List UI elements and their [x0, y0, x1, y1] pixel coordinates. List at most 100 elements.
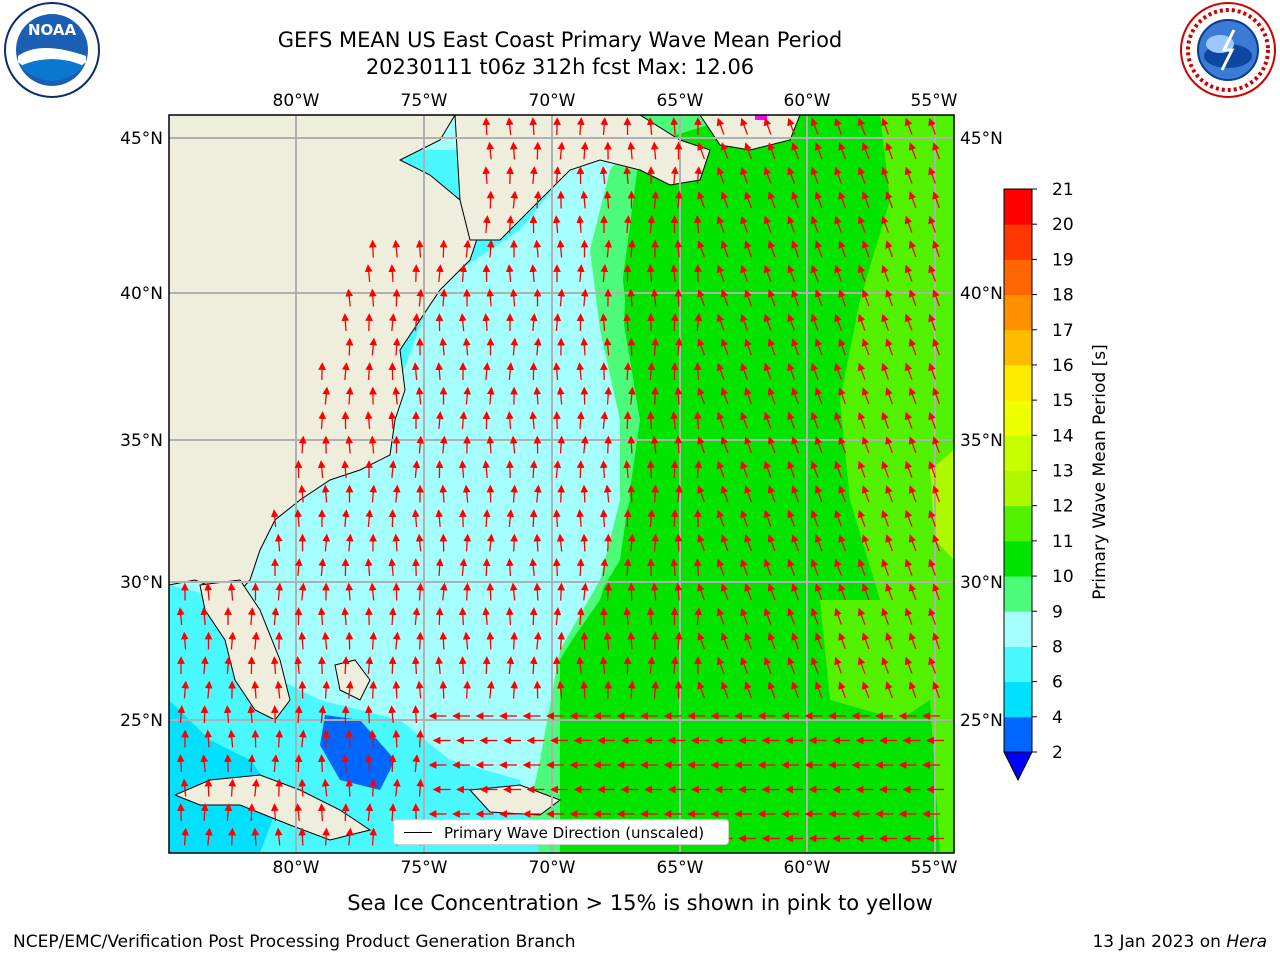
colorbar-tick-label: 19	[1052, 250, 1074, 270]
wave-arrow	[463, 680, 472, 699]
wave-arrow	[787, 656, 796, 674]
wave-arrow	[834, 362, 843, 380]
wave-arrow	[486, 533, 495, 552]
wave-arrow	[904, 411, 913, 429]
colorbar-segment	[1004, 294, 1032, 331]
wave-arrow	[787, 215, 796, 233]
wave-arrow	[763, 313, 772, 331]
colorbar-tick-label: 16	[1052, 356, 1074, 376]
wave-arrow	[720, 338, 729, 356]
wave-arrow	[740, 460, 749, 478]
wave-arrow	[744, 240, 753, 258]
wave-arrow	[857, 117, 866, 135]
wave-arrow	[928, 607, 937, 625]
wave-arrow	[814, 632, 823, 650]
wave-arrow	[740, 264, 749, 282]
wave-arrow	[369, 337, 378, 356]
wave-arrow	[364, 754, 373, 773]
lon-label-bottom-75w: 75°W	[401, 858, 448, 878]
wave-arrow	[697, 240, 706, 258]
wave-arrow	[791, 338, 800, 356]
wave-arrow	[787, 264, 796, 282]
wave-arrow	[787, 411, 796, 429]
wave-arrow	[294, 509, 303, 528]
wave-arrow	[505, 411, 514, 430]
footer-credit: NCEP/EMC/Verification Post Processing Pr…	[13, 932, 576, 952]
wave-arrow	[857, 558, 866, 576]
colorbar-segment	[1004, 681, 1032, 718]
wave-arrow	[415, 680, 424, 699]
wave-arrow	[247, 803, 256, 822]
wave-arrow	[176, 754, 185, 773]
wave-arrow	[509, 435, 518, 454]
wave-arrow	[763, 166, 772, 184]
sea-ice-patch	[755, 115, 767, 120]
wave-arrow	[646, 117, 655, 136]
wave-arrow	[623, 411, 632, 430]
wave-arrow	[623, 509, 632, 528]
wave-arrow	[744, 142, 753, 160]
wave-arrow	[322, 386, 331, 405]
wave-arrow	[275, 582, 284, 601]
wave-arrow	[459, 264, 468, 283]
wave-arrow	[627, 435, 636, 454]
land-new-england	[454, 115, 711, 241]
wave-arrow	[510, 484, 519, 503]
wave-arrow	[341, 754, 350, 773]
wave-arrow	[908, 632, 917, 650]
wave-arrow	[341, 656, 350, 675]
wave-arrow	[204, 827, 213, 846]
colorbar-tick-label: 17	[1052, 321, 1074, 341]
wave-arrow	[204, 680, 213, 699]
wave-arrow	[439, 435, 448, 454]
wave-arrow	[716, 313, 725, 331]
wave-arrow	[486, 386, 495, 405]
lon-label-bottom-70w: 70°W	[529, 858, 576, 878]
wave-arrow	[322, 827, 331, 846]
colorbar-segment	[1004, 505, 1032, 542]
colorbar-tick-label: 10	[1052, 567, 1074, 587]
wave-arrow	[693, 215, 702, 234]
wave-arrow	[181, 680, 190, 699]
wave-arrow	[439, 631, 448, 650]
wave-arrow	[650, 141, 659, 160]
wave-arrow	[529, 460, 538, 479]
wave-arrow	[720, 240, 729, 258]
wave-arrow	[881, 313, 890, 331]
wave-arrow	[345, 582, 354, 601]
wave-arrow	[651, 680, 660, 699]
wave-arrow	[368, 729, 377, 748]
wave-arrow	[486, 582, 495, 601]
wave-arrow	[767, 485, 776, 503]
wave-arrow	[720, 142, 729, 160]
wave-arrow	[552, 558, 561, 577]
wave-arrow	[341, 362, 350, 381]
wave-arrow	[885, 436, 894, 454]
wave-arrow	[932, 240, 941, 258]
wave-arrow	[533, 484, 542, 503]
wave-arrow	[533, 337, 542, 356]
colorbar-segment	[1004, 259, 1032, 296]
wave-arrow	[763, 362, 772, 380]
arrow-legend: Primary Wave Direction (unscaled)	[393, 819, 729, 845]
colorbar-tick-label: 4	[1052, 708, 1063, 728]
wave-arrow	[580, 680, 589, 699]
wave-arrow	[744, 632, 753, 650]
wave-arrow	[693, 558, 702, 577]
wave-arrow	[763, 509, 772, 527]
wave-arrow	[275, 729, 284, 748]
wave-arrow	[928, 656, 937, 674]
sea-ice-note: Sea Ice Concentration > 15% is shown in …	[347, 891, 933, 915]
wave-arrow	[533, 631, 542, 650]
wave-arrow	[834, 264, 843, 282]
wave-arrow	[411, 362, 420, 381]
wave-arrow	[720, 387, 729, 405]
wave-arrow	[200, 607, 209, 626]
wave-arrow	[533, 533, 542, 552]
wave-arrow	[365, 362, 374, 381]
wave-arrow	[435, 264, 444, 283]
wave-arrow	[486, 435, 495, 454]
wave-arrow	[247, 705, 256, 724]
wave-arrow	[576, 460, 585, 479]
wave-arrow	[928, 411, 937, 429]
